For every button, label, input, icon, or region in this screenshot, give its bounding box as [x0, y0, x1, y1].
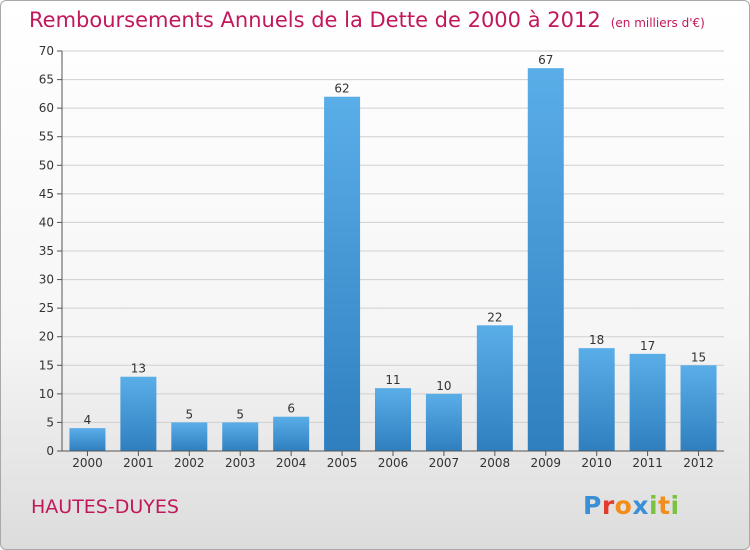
bar — [273, 416, 310, 451]
x-tick-label: 2008 — [480, 456, 511, 470]
data-label: 4 — [84, 413, 92, 427]
y-tick-label: 25 — [39, 301, 54, 315]
x-tick-label: 2001 — [123, 456, 154, 470]
y-tick-label: 60 — [39, 101, 54, 115]
data-label: 10 — [436, 379, 451, 393]
data-label: 62 — [334, 82, 349, 96]
x-tick-label: 2010 — [581, 456, 612, 470]
y-tick-label: 50 — [39, 158, 54, 172]
logo-letter: o — [614, 491, 633, 520]
y-tick-label: 20 — [39, 330, 54, 344]
data-label: 6 — [287, 402, 295, 416]
y-tick-label: 15 — [39, 358, 54, 372]
y-tick-label: 45 — [39, 187, 54, 201]
bar — [171, 422, 208, 451]
bar — [222, 422, 259, 451]
x-tick-label: 2007 — [429, 456, 460, 470]
commune-name: HAUTES-DUYES — [31, 496, 179, 518]
bar — [425, 393, 462, 451]
x-tick-label: 2003 — [225, 456, 256, 470]
chart-title-text: Remboursements Annuels de la Dette de 20… — [29, 8, 601, 32]
bar — [629, 353, 666, 451]
bar — [375, 388, 411, 451]
bar — [527, 68, 564, 452]
y-tick-label: 0 — [46, 444, 54, 458]
data-label: 17 — [640, 339, 655, 353]
bar — [120, 376, 157, 451]
x-tick-label: 2006 — [378, 456, 409, 470]
chart-unit: (en milliers d'€) — [610, 16, 705, 30]
bar — [324, 96, 361, 451]
bars: 4 13 5 5 6 62 11 10 22 67 18 17 15 — [69, 53, 717, 452]
logo-letter: i — [670, 491, 680, 520]
bar — [680, 365, 717, 451]
logo-letter: P — [583, 491, 602, 520]
data-label: 5 — [185, 407, 193, 421]
x-tick-label: 2000 — [72, 456, 103, 470]
logo-letter: t — [658, 491, 671, 520]
bar — [69, 428, 106, 451]
x-tick-label: 2009 — [530, 456, 561, 470]
y-tick-label: 30 — [39, 273, 54, 287]
proxiti-logo: Proxiti — [583, 491, 680, 520]
y-tick-label: 65 — [39, 73, 54, 87]
y-tick-label: 35 — [39, 244, 54, 258]
x-tick-label: 2004 — [276, 456, 307, 470]
bar — [476, 325, 513, 451]
y-tick-label: 55 — [39, 130, 54, 144]
data-label: 11 — [385, 373, 400, 387]
chart-title: Remboursements Annuels de la Dette de 20… — [29, 8, 705, 32]
x-tick-label: 2005 — [327, 456, 358, 470]
logo-letter: i — [649, 491, 659, 520]
x-tick-label: 2011 — [632, 456, 663, 470]
y-tick-label: 10 — [39, 387, 54, 401]
data-label: 15 — [691, 350, 706, 364]
y-tick-label: 40 — [39, 215, 54, 229]
data-label: 22 — [487, 310, 502, 324]
y-tick-label: 5 — [46, 415, 54, 429]
x-tick-label: 2002 — [174, 456, 205, 470]
logo-letter: x — [632, 491, 649, 520]
logo-letter: r — [601, 491, 615, 520]
data-label: 13 — [131, 362, 146, 376]
bar — [578, 348, 615, 451]
data-label: 18 — [589, 333, 604, 347]
data-label: 5 — [236, 407, 244, 421]
y-tick-label: 70 — [39, 44, 54, 58]
data-label: 67 — [538, 53, 553, 67]
x-tick-label: 2012 — [683, 456, 714, 470]
